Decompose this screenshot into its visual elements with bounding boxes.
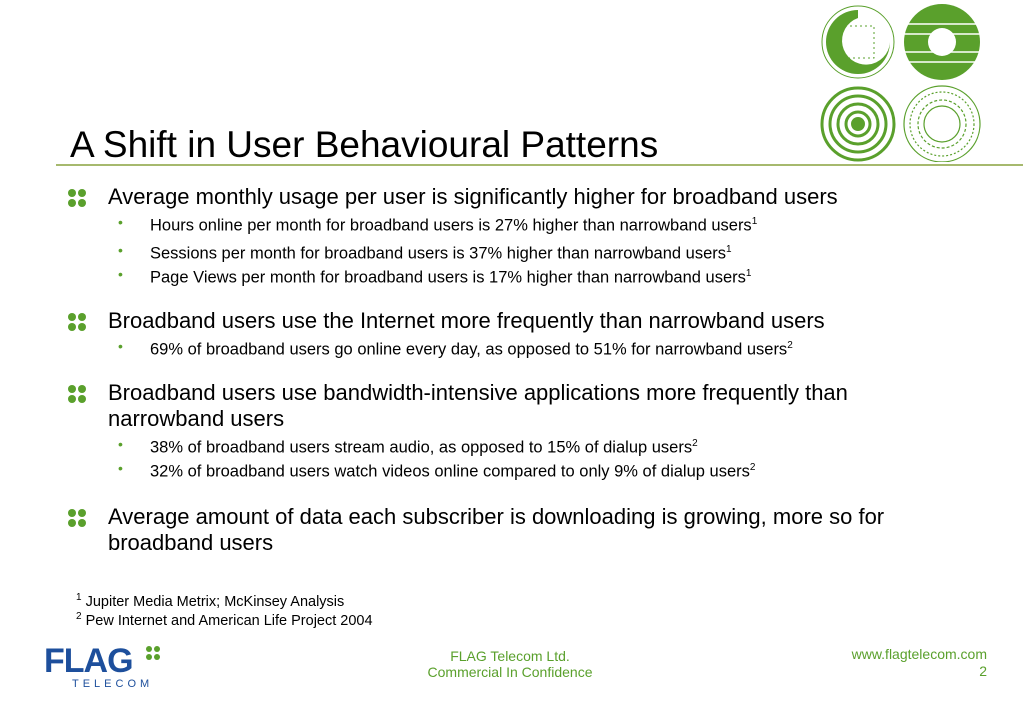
footnote-2: 2 Pew Internet and American Life Project… bbox=[76, 611, 373, 629]
bullet-icon: • bbox=[118, 214, 123, 230]
footer-right: www.flagtelecom.com 2 bbox=[852, 646, 987, 680]
flag-telecom-logo: FLAG TELECOM bbox=[44, 644, 160, 690]
bullet-dots-icon bbox=[68, 189, 86, 207]
page-title: A Shift in User Behavioural Patterns bbox=[70, 124, 659, 165]
sub-bullet-item: • 38% of broadband users stream audio, as… bbox=[118, 436, 698, 457]
bullet-item: Broadband users use the Internet more fr… bbox=[68, 308, 928, 334]
footer-center: FLAG Telecom Ltd. Commercial In Confidenc… bbox=[427, 648, 593, 680]
sub-bullet-item: • 69% of broadband users go online every … bbox=[118, 338, 793, 359]
bullet-item: Broadband users use bandwidth-intensive … bbox=[68, 380, 928, 432]
bullet-item: Average amount of data each subscriber i… bbox=[68, 504, 928, 556]
sub-bullet-item: • Hours online per month for broadband us… bbox=[118, 214, 758, 235]
bullet-dots-icon bbox=[68, 509, 86, 527]
page-number: 2 bbox=[979, 663, 987, 679]
bullet-icon: • bbox=[118, 460, 123, 476]
logo-dots-icon bbox=[146, 646, 162, 662]
bullet-item: Average monthly usage per user is signif… bbox=[68, 184, 928, 210]
bullet-dots-icon bbox=[68, 313, 86, 331]
bullet-dots-icon bbox=[68, 385, 86, 403]
decorative-circle-logos bbox=[820, 4, 981, 162]
bullet-icon: • bbox=[118, 266, 123, 282]
sub-bullet-item: • Page Views per month for broadband user… bbox=[118, 266, 752, 287]
bullet-icon: • bbox=[118, 242, 123, 258]
footnote-1: 1 Jupiter Media Metrix; McKinsey Analysi… bbox=[76, 592, 345, 610]
sub-bullet-item: • Sessions per month for broadband users … bbox=[118, 242, 732, 263]
bullet-icon: • bbox=[118, 338, 123, 354]
sub-bullet-item: • 32% of broadband users watch videos onl… bbox=[118, 460, 756, 481]
title-divider bbox=[56, 164, 1023, 166]
bullet-icon: • bbox=[118, 436, 123, 452]
website-link: www.flagtelecom.com bbox=[851, 646, 987, 662]
